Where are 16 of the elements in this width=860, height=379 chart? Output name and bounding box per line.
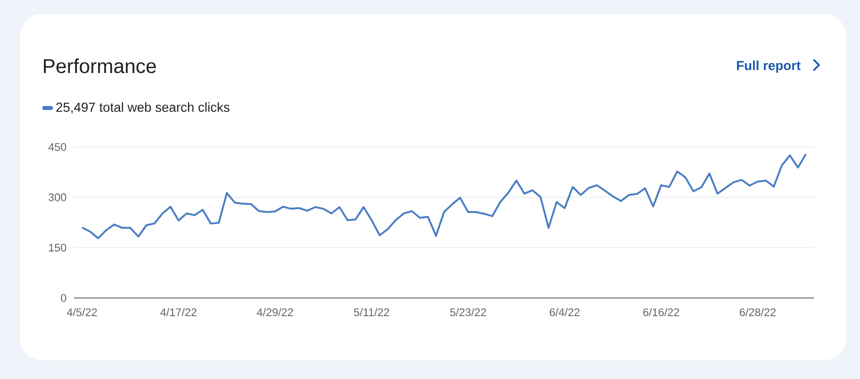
y-tick-label: 300 xyxy=(48,193,66,202)
legend-label: 25,497 total web search clicks xyxy=(56,102,230,114)
text: Full report xyxy=(737,60,801,73)
x-tick-label: 6/16/22 xyxy=(643,308,680,316)
x-tick-label: 6/28/22 xyxy=(740,308,776,316)
x-tick-label: 5/23/22 xyxy=(450,308,486,316)
x-tick-label: 4/5/22 xyxy=(66,308,97,316)
line-series xyxy=(81,153,807,240)
y-tick-label: 0 xyxy=(60,294,66,302)
x-tick-label: 4/29/22 xyxy=(256,308,293,316)
x-tick-label: 6/4/22 xyxy=(550,308,580,316)
chart-title: Performance xyxy=(44,58,156,74)
x-tick-label: 4/17/22 xyxy=(160,308,196,316)
y-tick-label: 450 xyxy=(48,143,66,151)
y-tick-label: 150 xyxy=(49,244,66,252)
x-tick-label: 5/11/22 xyxy=(354,308,390,316)
